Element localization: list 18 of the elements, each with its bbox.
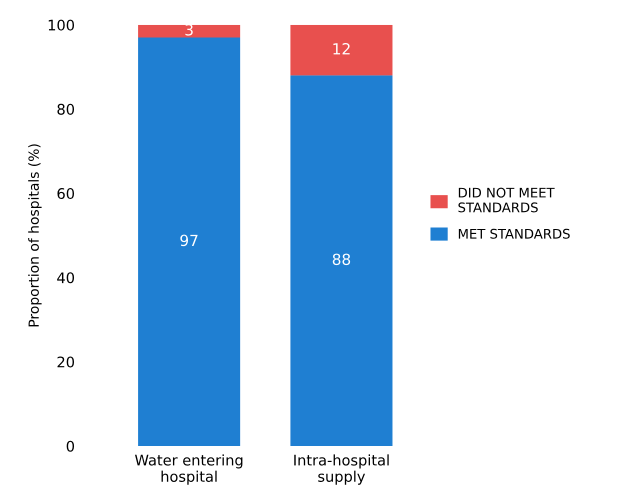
data-label: 88	[332, 254, 350, 266]
y-tick-label: 0	[66, 440, 74, 452]
bar	[290, 75, 392, 446]
y-tick-label: 60	[57, 188, 74, 200]
legend-label: DID NOT MEET STANDARDS	[458, 188, 555, 212]
bar	[138, 24, 240, 38]
y-tick-label: 100	[48, 20, 74, 31]
bar	[138, 37, 240, 446]
data-label: 12	[333, 42, 350, 54]
y-tick-label: 80	[57, 104, 74, 115]
y-tick-label: 40	[57, 272, 74, 284]
bar	[290, 24, 392, 76]
x-tick-label: Intra-hospital supply	[294, 454, 389, 485]
y-tick-label: 20	[58, 356, 74, 368]
y-axis-title: Proportion of hospitals (%)	[28, 144, 42, 326]
x-tick-label: Water entering hospital	[135, 454, 242, 485]
data-label: 97	[180, 234, 198, 246]
legend-label: MET STANDARDS	[458, 228, 570, 239]
